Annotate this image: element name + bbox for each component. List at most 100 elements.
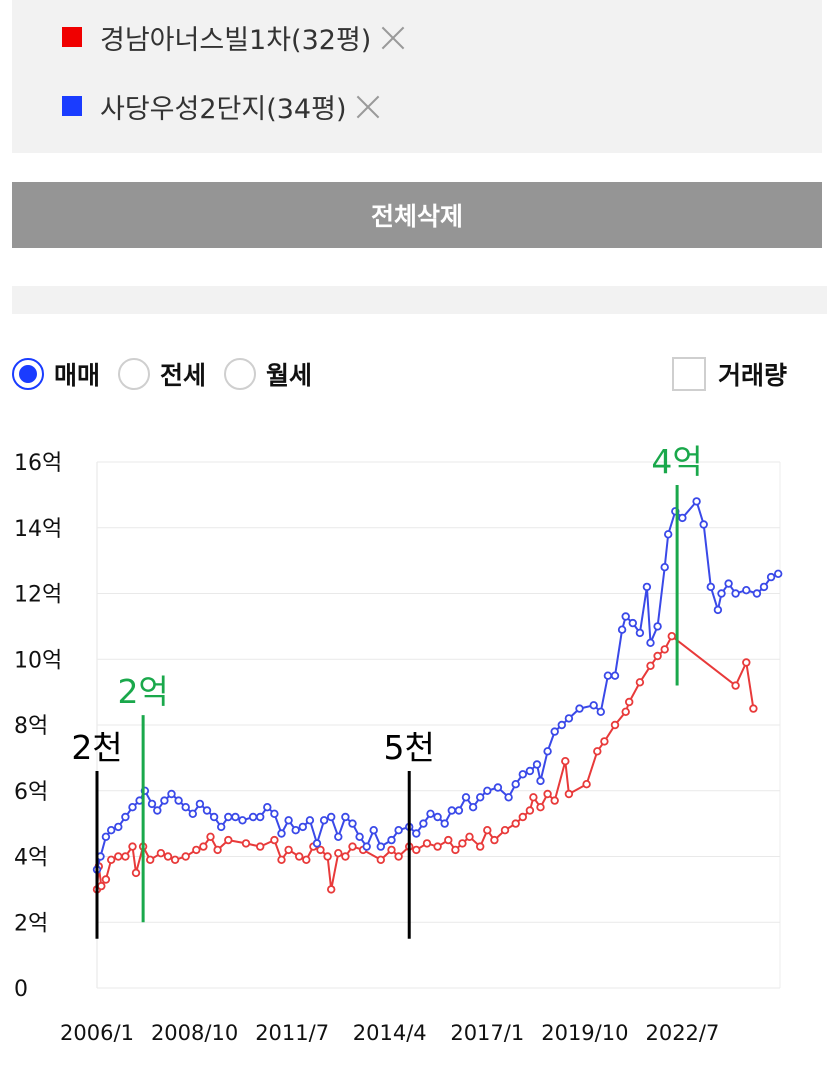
remove-icon[interactable] (354, 92, 382, 120)
data-point (241, 839, 251, 848)
data-point (440, 819, 449, 828)
data-point (341, 812, 350, 822)
y-tick-label: 14억 (14, 517, 62, 542)
data-point (181, 852, 190, 861)
data-point (256, 812, 265, 822)
data-point (433, 812, 442, 822)
data-point (610, 671, 620, 680)
data-point (742, 585, 751, 595)
data-point (199, 842, 208, 851)
data-point (504, 793, 513, 802)
data-point (511, 780, 520, 789)
data-point (483, 826, 492, 835)
annotation-label: 2천 (71, 728, 122, 767)
y-tick-label: 4억 (14, 846, 48, 871)
data-point (713, 605, 723, 615)
data-point (209, 812, 219, 822)
radio-unchecked-icon[interactable] (224, 358, 257, 390)
data-point (422, 839, 432, 848)
data-point (327, 812, 336, 822)
data-point (493, 783, 503, 792)
data-point (106, 826, 116, 835)
data-point (362, 842, 371, 851)
x-tick-label: 2014/4 (353, 1021, 427, 1045)
radio-label: 월세 (266, 361, 313, 390)
data-point (305, 816, 315, 825)
checkbox-icon[interactable] (672, 357, 706, 391)
data-point (742, 658, 751, 667)
data-point (312, 839, 322, 848)
data-point (444, 835, 453, 845)
radio-sale[interactable]: 매매 (12, 356, 100, 392)
y-tick-label: 16억 (14, 451, 62, 476)
radio-unchecked-icon[interactable] (118, 358, 151, 390)
volume-toggle[interactable]: 거래량 (672, 356, 787, 392)
data-point (642, 582, 652, 592)
data-point (664, 530, 673, 539)
y-tick-label: 2억 (14, 911, 48, 936)
section-divider (12, 286, 827, 314)
x-tick-label: 2017/1 (450, 1021, 524, 1045)
data-point (147, 799, 157, 809)
radio-checked-icon[interactable] (12, 358, 44, 390)
data-point (412, 829, 421, 838)
data-point (490, 835, 499, 845)
data-point (224, 835, 233, 845)
data-point (564, 714, 574, 723)
remove-icon[interactable] (379, 23, 407, 51)
annotation-label: 2억 (117, 672, 168, 711)
data-point (543, 747, 552, 756)
data-point (270, 809, 279, 818)
data-point (451, 845, 460, 855)
data-point (525, 806, 535, 815)
radio-monthly-rent[interactable]: 월세 (224, 356, 312, 392)
data-point (192, 845, 201, 855)
data-point (692, 497, 701, 506)
trade-type-filter: 매매 전세 월세 (12, 352, 330, 396)
data-point (511, 819, 520, 828)
data-point (621, 707, 630, 716)
data-point (376, 855, 385, 864)
x-tick-label: 2008/10 (151, 1021, 238, 1045)
radio-jeonse[interactable]: 전세 (118, 356, 206, 392)
data-point (564, 789, 574, 799)
data-point (202, 806, 212, 815)
data-point (348, 842, 357, 851)
annotation-label: 4억 (651, 442, 702, 481)
data-point (476, 793, 485, 802)
data-point (284, 845, 293, 855)
data-point (454, 806, 464, 815)
data-point (625, 697, 634, 707)
data-point (749, 704, 758, 713)
price-chart: 0 2억 4억 6억 8억 10억 12억 14억 16억 2006/1 2008/10 2011/7… (14, 442, 783, 1045)
data-point (433, 842, 442, 851)
y-tick-label: 12억 (14, 583, 62, 608)
data-point (114, 852, 123, 861)
data-point (206, 832, 215, 841)
volume-label: 거래량 (718, 361, 788, 390)
data-point (532, 760, 542, 769)
data-point (106, 855, 116, 864)
data-point (476, 842, 485, 851)
data-point (536, 803, 545, 812)
x-tick-label: 2019/10 (541, 1021, 628, 1045)
data-point (334, 849, 343, 858)
data-point (646, 638, 655, 647)
data-point (121, 812, 130, 822)
data-point (706, 582, 715, 592)
data-point (635, 678, 645, 687)
data-point (295, 852, 304, 861)
data-point (355, 832, 364, 841)
data-point (188, 809, 197, 818)
data-point (284, 816, 293, 825)
data-point (291, 826, 300, 835)
data-point (543, 789, 552, 799)
delete-all-button[interactable]: 전체삭제 (12, 182, 822, 248)
data-point (114, 822, 123, 832)
data-point (341, 852, 350, 861)
data-point (500, 826, 510, 835)
data-point (596, 707, 605, 716)
data-point (128, 842, 137, 851)
data-point (216, 822, 226, 832)
data-point (774, 569, 783, 578)
